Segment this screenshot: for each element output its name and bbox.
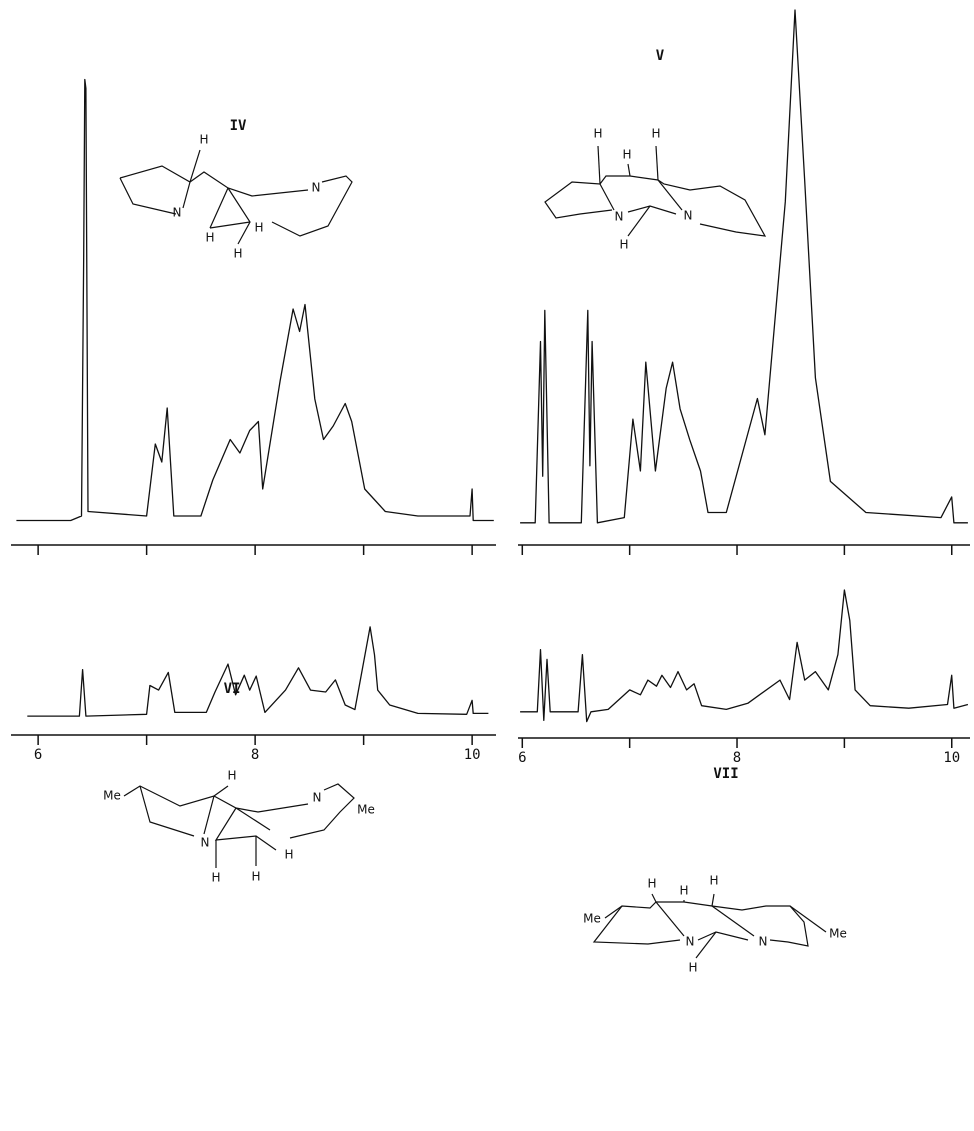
bond [657, 179, 683, 211]
spectrum-line [16, 78, 494, 522]
bond [651, 893, 657, 903]
atom-label: Me [357, 803, 375, 817]
spectrum-line [520, 9, 968, 524]
atom-label: H [284, 848, 293, 862]
bond [627, 163, 631, 177]
bond [695, 931, 717, 959]
structure-vi: Me H N Me N H H H [103, 769, 375, 885]
atom-label: H [688, 961, 697, 975]
bond [189, 149, 201, 183]
atom-label: N [686, 935, 695, 949]
bond [655, 901, 685, 937]
x-tick-label: 6 [518, 750, 526, 766]
structure-vii: H H H Me N N Me H [583, 874, 847, 975]
bond [123, 785, 309, 813]
atom-label: Me [829, 927, 847, 941]
bond [655, 145, 659, 181]
bond [711, 893, 715, 907]
compound-label: V [656, 48, 665, 64]
atom-label: H [199, 133, 208, 147]
atom-label: N [201, 836, 210, 850]
atom-label: N [312, 181, 321, 195]
bond [697, 931, 749, 941]
atom-label: H [651, 127, 660, 141]
spectrum-line [520, 589, 969, 723]
atom-label: H [211, 871, 220, 885]
bond [789, 905, 827, 933]
bond [599, 183, 615, 211]
bond [119, 177, 177, 215]
atom-label: H [622, 148, 631, 162]
spectrum-line [27, 626, 489, 717]
bond [289, 783, 355, 839]
atom-label: Me [103, 789, 121, 803]
bond [711, 905, 755, 937]
bond [209, 221, 251, 229]
x-tick-label: 10 [943, 750, 960, 766]
bond [604, 901, 809, 947]
atom-label: N [759, 935, 768, 949]
atom-label: H [647, 877, 656, 891]
atom-label: H [227, 769, 236, 783]
atom-label: N [684, 209, 693, 223]
atom-label: H [593, 127, 602, 141]
compound-label: VII [713, 766, 738, 782]
bond [119, 165, 309, 197]
atom-label: N [313, 791, 322, 805]
bond [235, 807, 271, 831]
atom-label: Me [583, 912, 601, 926]
x-tick-label: 10 [464, 747, 481, 763]
atom-label: N [173, 206, 182, 220]
bond [213, 785, 229, 797]
atom-label: N [615, 210, 624, 224]
bond [182, 181, 191, 209]
atom-label: H [709, 874, 718, 888]
compound-label: IV [230, 118, 247, 134]
bond [203, 795, 215, 835]
bond [627, 205, 677, 215]
bond [209, 187, 229, 229]
atom-label: H [205, 231, 214, 245]
bond [214, 807, 277, 851]
x-tick-label: 8 [251, 747, 259, 763]
x-tick-label: 6 [34, 747, 42, 763]
atom-label: H [233, 247, 242, 261]
bond [139, 785, 195, 837]
bond [592, 905, 681, 945]
atom-label: H [254, 221, 263, 235]
atom-label: H [679, 884, 688, 898]
structure-iv: H N N H H H [119, 133, 353, 261]
structure-v: H H H N N H [544, 127, 767, 252]
bond [597, 145, 601, 185]
x-tick-label: 8 [733, 750, 741, 766]
bond [544, 175, 767, 237]
bond [627, 205, 651, 237]
bond [227, 187, 251, 245]
bond [271, 175, 353, 237]
atom-label: H [251, 870, 260, 884]
atom-label: H [619, 238, 628, 252]
